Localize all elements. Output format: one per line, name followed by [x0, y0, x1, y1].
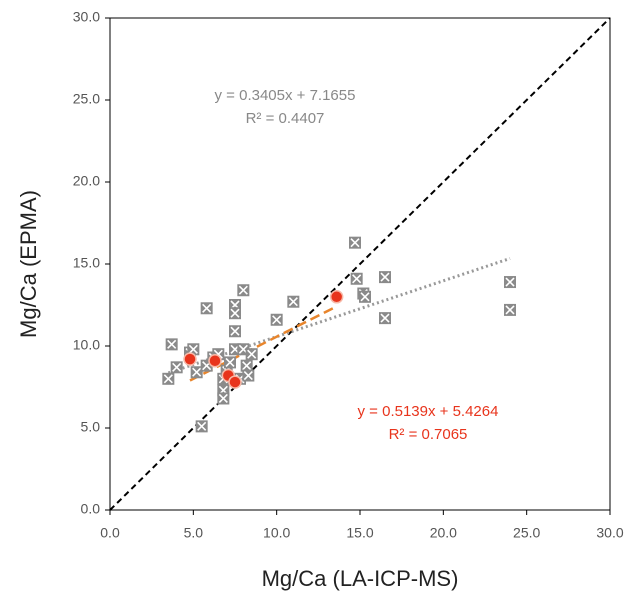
marker-cross	[230, 326, 240, 336]
point	[165, 338, 178, 351]
point	[237, 284, 250, 297]
y-tick-label: 15.0	[73, 255, 100, 271]
point	[359, 290, 371, 303]
point	[270, 313, 283, 326]
point	[195, 420, 208, 433]
marker-cross	[202, 303, 212, 313]
point	[190, 366, 203, 379]
trend-r2: R² = 0.4407	[246, 110, 325, 127]
point	[224, 356, 236, 369]
marker-cross	[360, 292, 370, 302]
marker-cross	[247, 349, 257, 359]
marker-cross	[505, 305, 515, 315]
trend-r2: R² = 0.7065	[389, 426, 468, 443]
x-tick-label: 15.0	[346, 525, 373, 541]
marker-cross	[197, 421, 207, 431]
trend-equation: y = 0.5139x + 5.4264	[358, 403, 499, 420]
x-tick-label: 30.0	[596, 525, 623, 541]
marker-cross	[272, 315, 282, 325]
point	[217, 392, 230, 405]
marker-circle	[228, 375, 242, 389]
marker-cross	[230, 308, 240, 318]
x-tick-label: 5.0	[184, 525, 204, 541]
marker-cross	[188, 344, 198, 354]
y-tick-label: 25.0	[73, 91, 100, 107]
marker-cross	[163, 374, 173, 384]
x-tick-label: 10.0	[263, 525, 290, 541]
point	[379, 271, 391, 284]
y-axis-title: Mg/Ca (EPMA)	[16, 190, 41, 338]
marker-cross	[243, 370, 253, 381]
point	[162, 372, 175, 385]
identity-line	[109, 17, 611, 511]
point	[329, 290, 344, 304]
point	[504, 303, 516, 316]
marker-cross	[225, 357, 235, 367]
marker-circle	[208, 354, 222, 368]
marker-cross	[242, 361, 252, 371]
marker-cross	[350, 238, 360, 248]
point	[242, 369, 255, 382]
marker-cross	[380, 313, 390, 323]
point	[200, 302, 213, 315]
point	[504, 276, 516, 289]
marker-cross	[352, 274, 362, 284]
x-tick-label: 20.0	[430, 525, 457, 541]
point	[245, 348, 258, 361]
point	[183, 352, 197, 366]
point	[349, 236, 361, 249]
x-tick-label: 25.0	[513, 525, 540, 541]
y-tick-label: 20.0	[73, 173, 100, 189]
trendline	[167, 257, 511, 375]
y-tick-label: 30.0	[73, 9, 100, 25]
trend-equation: y = 0.3405x + 7.1655	[215, 87, 356, 104]
marker-cross	[238, 285, 248, 295]
y-tick-label: 0.0	[81, 501, 101, 517]
point	[240, 359, 253, 372]
marker-cross	[192, 367, 202, 377]
point	[350, 272, 363, 285]
marker-circle	[183, 352, 197, 366]
point	[379, 312, 391, 325]
y-tick-label: 5.0	[81, 419, 101, 435]
y-tick-label: 10.0	[73, 337, 100, 353]
marker-cross	[288, 297, 298, 307]
point	[208, 354, 222, 368]
trendline	[189, 305, 338, 382]
marker-cross	[172, 362, 182, 372]
point	[287, 295, 300, 308]
point	[170, 361, 183, 374]
point	[229, 307, 241, 320]
x-tick-label: 0.0	[100, 525, 120, 541]
marker-cross	[505, 277, 515, 287]
point	[187, 343, 200, 356]
marker-cross	[380, 272, 390, 282]
marker-circle	[329, 290, 344, 304]
x-axis-title: Mg/Ca (LA-ICP-MS)	[262, 566, 459, 591]
marker-cross	[167, 339, 177, 349]
point	[229, 325, 241, 338]
point	[228, 375, 242, 389]
marker-cross	[218, 393, 228, 404]
